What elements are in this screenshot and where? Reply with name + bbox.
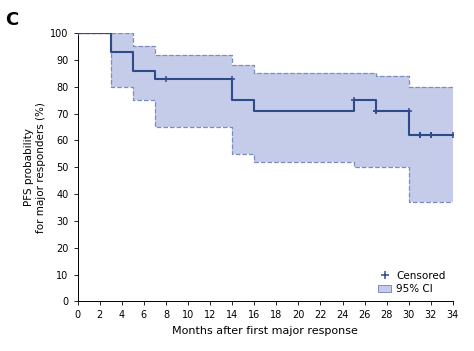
Legend: Censored, 95% CI: Censored, 95% CI bbox=[376, 269, 447, 296]
Point bbox=[405, 108, 412, 114]
Point bbox=[372, 108, 379, 114]
Point bbox=[350, 97, 357, 103]
Text: C: C bbox=[5, 11, 18, 28]
Point bbox=[427, 132, 435, 138]
Point bbox=[228, 76, 236, 81]
X-axis label: Months after first major response: Months after first major response bbox=[173, 326, 358, 336]
Point bbox=[74, 30, 82, 36]
Point bbox=[416, 132, 424, 138]
Point bbox=[372, 108, 379, 114]
Point bbox=[427, 132, 435, 138]
Y-axis label: PFS probability
for major responders (%): PFS probability for major responders (%) bbox=[25, 102, 46, 233]
Point bbox=[162, 76, 170, 81]
Point bbox=[416, 132, 424, 138]
Point bbox=[449, 132, 456, 138]
Point bbox=[416, 132, 424, 138]
Point bbox=[416, 132, 424, 138]
Point bbox=[427, 132, 435, 138]
